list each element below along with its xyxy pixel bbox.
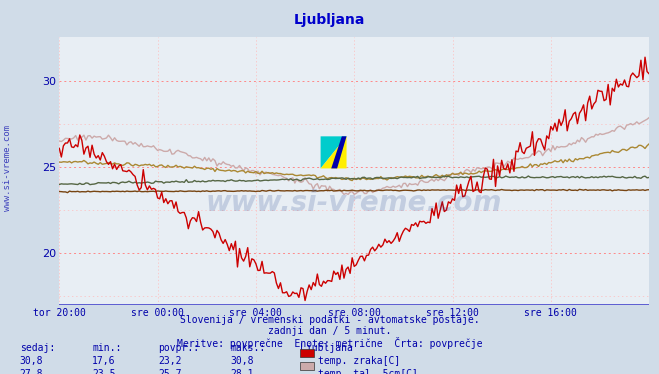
Text: min.:: min.: <box>92 343 122 353</box>
Text: www.si-vreme.com: www.si-vreme.com <box>206 189 502 217</box>
Text: 23,5: 23,5 <box>92 369 116 374</box>
Text: 23,2: 23,2 <box>158 356 182 366</box>
Text: maks.:: maks.: <box>231 343 266 353</box>
Text: sedaj:: sedaj: <box>20 343 55 353</box>
Text: 30,8: 30,8 <box>231 356 254 366</box>
Text: 25,7: 25,7 <box>158 369 182 374</box>
Text: Ljubljana: Ljubljana <box>300 343 353 353</box>
Text: 30,8: 30,8 <box>20 356 43 366</box>
Text: Ljubljana: Ljubljana <box>294 13 365 27</box>
Text: zadnji dan / 5 minut.: zadnji dan / 5 minut. <box>268 326 391 336</box>
Text: temp. zraka[C]: temp. zraka[C] <box>318 356 401 366</box>
Text: Slovenija / vremenski podatki - avtomatske postaje.: Slovenija / vremenski podatki - avtomats… <box>180 315 479 325</box>
Text: Meritve: povprečne  Enote: metrične  Črta: povprečje: Meritve: povprečne Enote: metrične Črta:… <box>177 337 482 349</box>
Polygon shape <box>320 137 347 168</box>
Text: 28,1: 28,1 <box>231 369 254 374</box>
Text: www.si-vreme.com: www.si-vreme.com <box>3 125 13 211</box>
Text: temp. tal  5cm[C]: temp. tal 5cm[C] <box>318 369 418 374</box>
Polygon shape <box>331 137 347 168</box>
Polygon shape <box>320 137 347 168</box>
Text: 27,8: 27,8 <box>20 369 43 374</box>
Text: 17,6: 17,6 <box>92 356 116 366</box>
Text: povpr.:: povpr.: <box>158 343 199 353</box>
